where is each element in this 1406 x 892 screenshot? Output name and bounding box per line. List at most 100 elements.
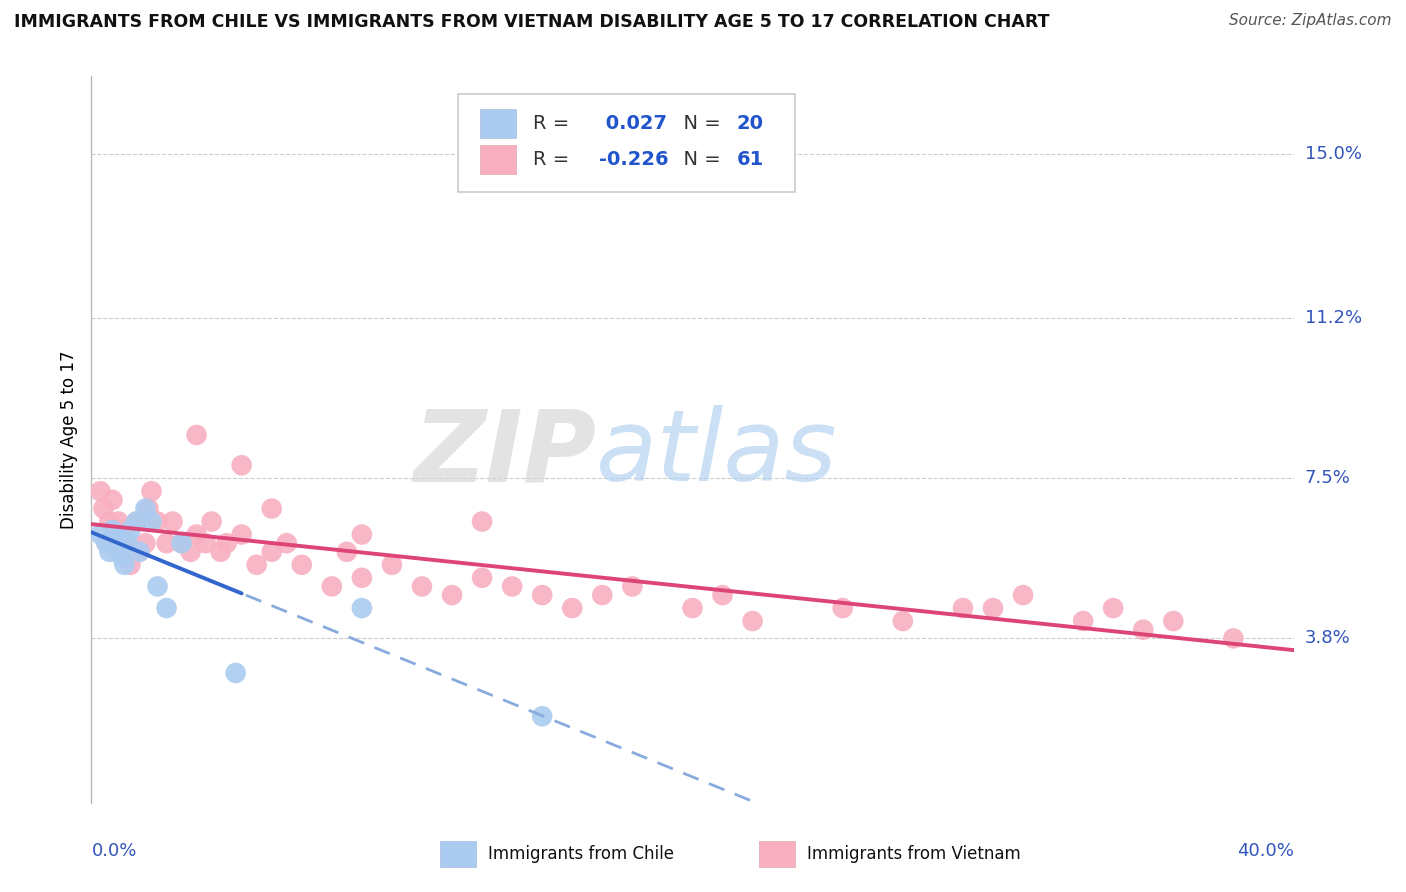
Point [201,515,224,529]
Point [125,515,148,529]
Point [98,515,121,529]
Point [831,601,853,615]
Point [741,614,763,628]
Point [155,601,177,615]
Point [591,588,613,602]
Point [186,527,208,541]
Point [104,541,127,555]
Point [134,536,156,550]
Point [246,558,269,572]
Point [114,523,136,537]
Point [471,571,494,585]
Point [186,428,208,442]
Point [101,492,124,507]
Point [231,458,253,473]
Point [162,515,184,529]
FancyBboxPatch shape [759,840,794,867]
Point [1102,601,1125,615]
Text: 3.8%: 3.8% [1305,630,1350,648]
Point [96,536,118,550]
Point [225,665,247,680]
Point [291,558,314,572]
Text: IMMIGRANTS FROM CHILE VS IMMIGRANTS FROM VIETNAM DISABILITY AGE 5 TO 17 CORRELAT: IMMIGRANTS FROM CHILE VS IMMIGRANTS FROM… [14,13,1049,31]
Text: atlas: atlas [596,405,838,502]
Point [350,601,373,615]
Point [128,545,150,559]
Point [101,523,124,537]
Point [107,532,129,546]
Point [98,545,121,559]
Text: Immigrants from Chile: Immigrants from Chile [488,845,673,863]
Point [215,536,238,550]
Point [110,545,132,559]
Point [209,545,232,559]
Point [155,536,177,550]
Text: 11.2%: 11.2% [1305,310,1362,327]
Point [170,536,193,550]
Point [350,571,373,585]
Text: N =: N = [671,150,727,169]
Point [1161,614,1184,628]
Point [531,709,554,723]
Point [231,527,253,541]
Point [194,536,217,550]
Point [125,515,148,529]
Point [96,536,118,550]
Y-axis label: Disability Age 5 to 17: Disability Age 5 to 17 [59,350,77,529]
Text: 0.0%: 0.0% [91,842,136,860]
Point [681,601,703,615]
Point [621,579,644,593]
Point [117,536,139,550]
Point [120,523,142,537]
Point [276,536,298,550]
Point [141,484,163,499]
Point [471,515,494,529]
FancyBboxPatch shape [440,840,477,867]
Point [134,501,156,516]
Text: 61: 61 [737,150,765,169]
Point [952,601,974,615]
Text: ZIP: ZIP [413,405,596,502]
Text: 15.0%: 15.0% [1305,145,1361,162]
Point [114,558,136,572]
Point [350,527,373,541]
Point [138,501,160,516]
Point [411,579,433,593]
Point [1012,588,1035,602]
FancyBboxPatch shape [479,145,516,174]
Point [89,484,111,499]
Point [531,588,554,602]
Point [146,515,169,529]
Text: 7.5%: 7.5% [1305,469,1351,487]
Point [891,614,914,628]
Text: 20: 20 [737,113,763,133]
Point [128,545,150,559]
Text: -0.226: -0.226 [599,150,668,169]
Point [120,558,142,572]
Point [117,536,139,550]
Text: 0.027: 0.027 [599,113,666,133]
Point [1071,614,1094,628]
Point [501,579,523,593]
Point [711,588,734,602]
FancyBboxPatch shape [458,94,794,192]
Point [141,515,163,529]
Text: Source: ZipAtlas.com: Source: ZipAtlas.com [1229,13,1392,29]
Point [93,501,115,516]
Point [336,545,359,559]
Point [146,579,169,593]
Point [1222,632,1244,646]
Point [110,549,132,563]
Point [561,601,583,615]
Point [180,545,202,559]
Point [260,501,283,516]
FancyBboxPatch shape [479,109,516,137]
Point [1132,623,1154,637]
Point [440,588,463,602]
Point [170,536,193,550]
Text: R =: R = [533,113,575,133]
Point [107,515,129,529]
Point [321,579,343,593]
Text: 40.0%: 40.0% [1237,842,1294,860]
Point [260,545,283,559]
